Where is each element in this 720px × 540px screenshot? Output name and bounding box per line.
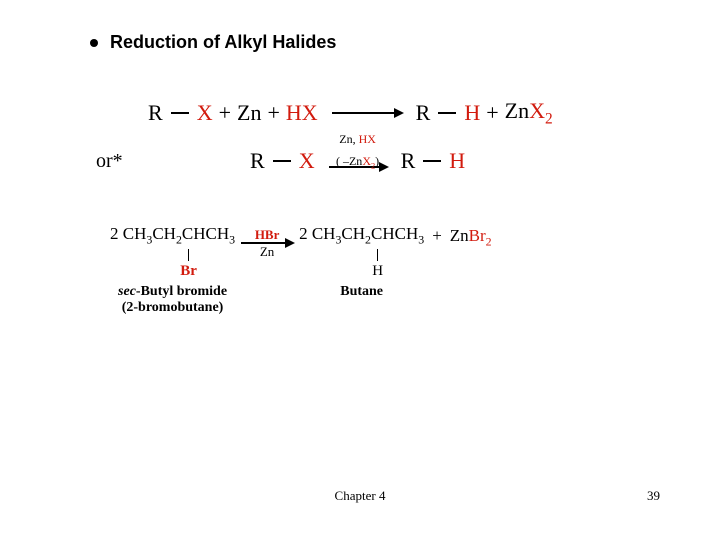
eq3-product1-name: Butane	[299, 284, 424, 300]
or-label: or*	[96, 150, 123, 173]
eq3-reactant-sub: Br	[126, 263, 251, 280]
eq2-H: H	[449, 148, 465, 174]
eq3-plus: +	[424, 224, 450, 246]
eq3-product1: 2 CH3CH2CHCH3 H Butane	[299, 224, 424, 300]
bond-icon	[171, 112, 189, 114]
eq3-reactant-name: sec-Butyl bromide	[110, 284, 235, 300]
eq1-plus2: +	[267, 100, 279, 126]
eq1-znx2-zn: Zn	[505, 98, 529, 123]
arrow-icon	[241, 242, 293, 244]
eq1-R: R	[148, 100, 163, 126]
eq1-X: X	[197, 100, 213, 126]
eq3-product1-sub: H	[315, 263, 440, 280]
eq1-R2: R	[416, 100, 431, 126]
equation-2: R X Zn, HX ( –ZnX2) R H	[250, 148, 465, 174]
bullet-icon	[90, 39, 98, 47]
title-row: Reduction of Alkyl Halides	[90, 32, 336, 53]
eq2-arrow-above: Zn, HX	[329, 132, 387, 147]
footer-chapter: Chapter 4	[335, 488, 386, 504]
vbond-icon	[188, 249, 190, 261]
eq3-reactant: 2 CH3CH2CHCH3 Br sec-Butyl bromide (2-br…	[110, 224, 235, 316]
arrow-icon	[332, 112, 402, 114]
equation-3: 2 CH3CH2CHCH3 Br sec-Butyl bromide (2-br…	[110, 224, 620, 316]
eq2-R2: R	[401, 148, 416, 174]
equation-1: R X + Zn + HX R H + ZnX2	[148, 98, 553, 128]
eq2-X: X	[299, 148, 315, 174]
slide: Reduction of Alkyl Halides R X + Zn + HX…	[0, 0, 720, 540]
eq1-Zn: Zn	[237, 100, 261, 126]
eq1-znx2-sub: 2	[545, 110, 553, 127]
eq3-arrow: HBr Zn	[241, 224, 293, 260]
eq3-arrow-top: HBr	[255, 227, 280, 243]
bond-icon	[438, 112, 456, 114]
eq1-plus1: +	[219, 100, 231, 126]
bond-icon	[273, 160, 291, 162]
eq3-reactant-paren: (2-bromobutane)	[110, 300, 235, 316]
footer-page: 39	[647, 488, 660, 504]
eq3-product2: ZnBr2	[450, 224, 492, 249]
eq1-plus3: +	[486, 100, 498, 126]
bond-icon	[423, 160, 441, 162]
eq1-HX: HX	[286, 100, 318, 126]
eq1-znx2: ZnX2	[505, 98, 553, 128]
eq2-arrow-below: ( –ZnX2)	[329, 154, 387, 170]
eq3-reactant-formula: 2 CH3CH2CHCH3	[110, 224, 235, 247]
eq3-arrow-bottom: Zn	[260, 244, 274, 260]
eq1-H: H	[464, 100, 480, 126]
eq1-znx2-x: X	[529, 98, 545, 123]
eq3-product1-formula: 2 CH3CH2CHCH3	[299, 224, 424, 247]
slide-title: Reduction of Alkyl Halides	[110, 32, 336, 53]
eq2-R: R	[250, 148, 265, 174]
vbond-icon	[377, 249, 379, 261]
